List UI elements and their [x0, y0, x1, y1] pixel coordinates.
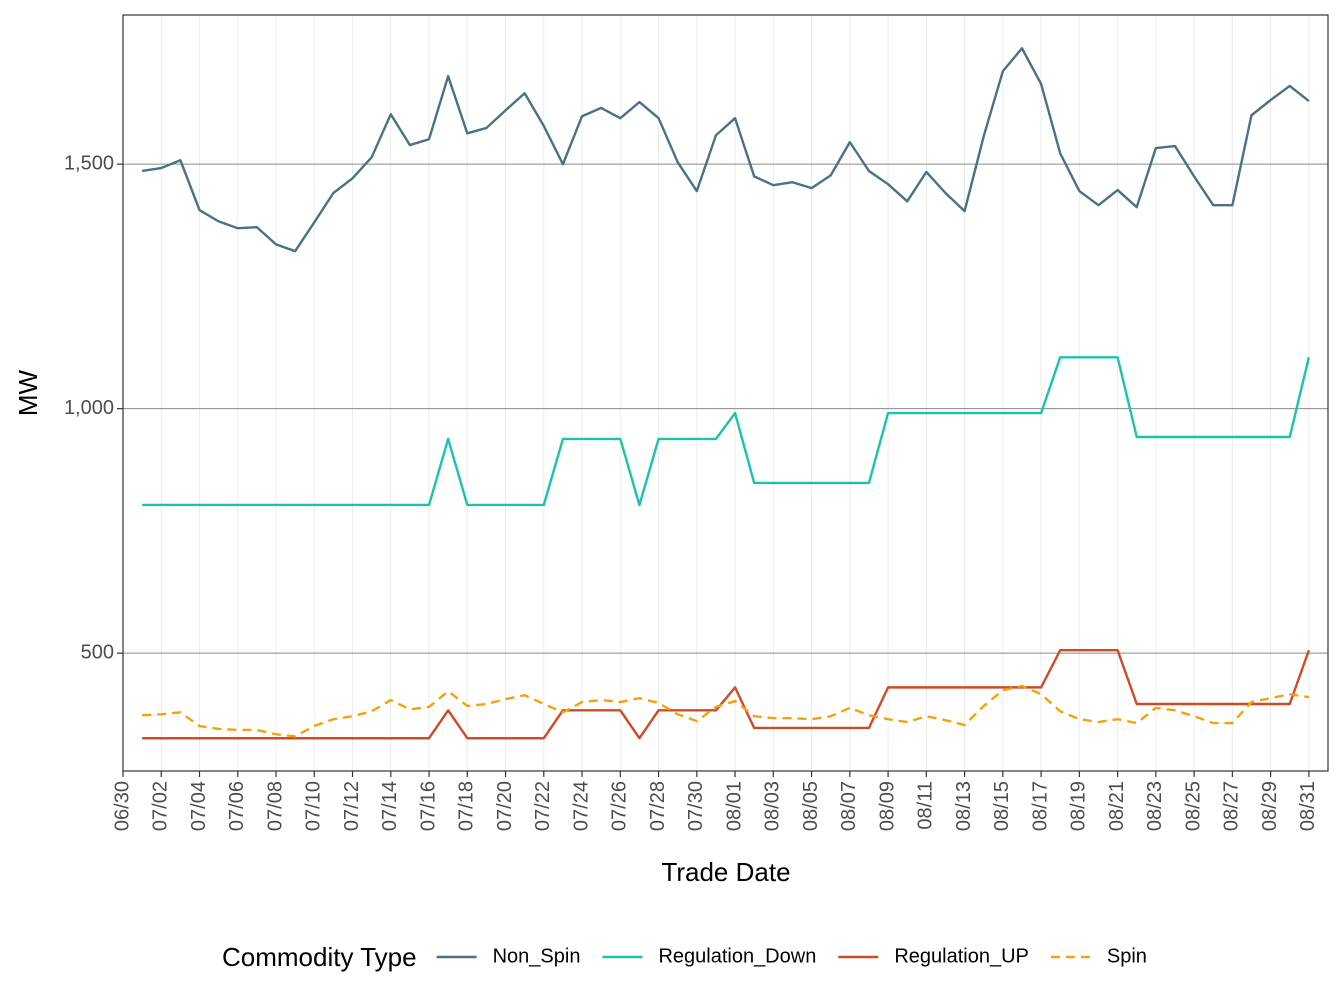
y-tick-label: 1,000	[64, 397, 114, 419]
x-tick-label: 08/19	[1068, 781, 1090, 831]
x-tick-label: 07/10	[303, 781, 325, 831]
x-tick-label: 08/05	[800, 781, 822, 831]
axes: 06/30 07/02 07/04 07/06 07/08 07/10 07/12 07/14…	[64, 152, 1319, 831]
legend-label: Regulation_Down	[658, 945, 816, 967]
x-tick-label: 06/30	[111, 781, 133, 831]
lines	[141, 47, 1311, 740]
x-tick-label: 07/26	[609, 781, 631, 831]
x-tick-label: 08/21	[1106, 781, 1128, 831]
legend-label: Regulation_UP	[894, 945, 1029, 967]
x-tick-label: 08/11	[915, 781, 937, 830]
legend-label: Non_Spin	[493, 945, 581, 967]
legend-title: Commodity Type	[222, 942, 417, 972]
y-axis-title: MW	[13, 369, 43, 416]
plot-panel	[123, 15, 1328, 771]
x-tick-label: 08/31	[1297, 781, 1319, 831]
x-tick-label: 08/07	[838, 781, 860, 831]
series-line	[141, 47, 1310, 253]
x-tick-label: 08/09	[876, 781, 898, 831]
x-tick-label: 08/01	[723, 781, 745, 831]
x-tick-label: 08/15	[991, 781, 1013, 831]
x-tick-label: 08/29	[1259, 781, 1281, 831]
series-line	[142, 684, 1310, 738]
x-tick-label: 07/30	[685, 781, 707, 831]
x-tick-label: 07/04	[188, 781, 210, 831]
x-tick-label: 07/12	[341, 781, 363, 831]
x-tick-label: 07/22	[532, 781, 554, 831]
x-tick-label: 07/18	[456, 781, 478, 831]
x-tick-label: 08/25	[1182, 781, 1204, 831]
x-tick-label: 08/17	[1029, 781, 1051, 831]
x-axis-title: Trade Date	[661, 857, 790, 887]
x-tick-label: 08/03	[762, 781, 784, 831]
x-tick-label: 07/14	[379, 781, 401, 831]
series-line	[142, 356, 1311, 507]
x-tick-label: 08/23	[1144, 781, 1166, 831]
x-tick-label: 07/06	[226, 781, 248, 831]
legend-label: Spin	[1107, 945, 1147, 967]
legend: Non_Spin Regulation_Down Regulation_UP Spin	[436, 945, 1147, 967]
x-tick-label: 08/27	[1221, 781, 1243, 831]
x-tick-label: 07/24	[570, 781, 592, 831]
panel-border	[122, 14, 1329, 772]
x-tick-label: 07/08	[264, 781, 286, 831]
y-tick-label: 1,500	[64, 152, 114, 174]
grid	[122, 15, 1328, 771]
x-tick-label: 08/13	[953, 781, 975, 831]
x-tick-label: 07/16	[417, 781, 439, 831]
x-tick-label: 07/02	[150, 781, 172, 831]
x-tick-label: 07/28	[647, 781, 669, 831]
x-tick-label: 07/20	[494, 781, 516, 831]
y-tick-label: 500	[81, 641, 114, 663]
series-line	[142, 649, 1311, 740]
